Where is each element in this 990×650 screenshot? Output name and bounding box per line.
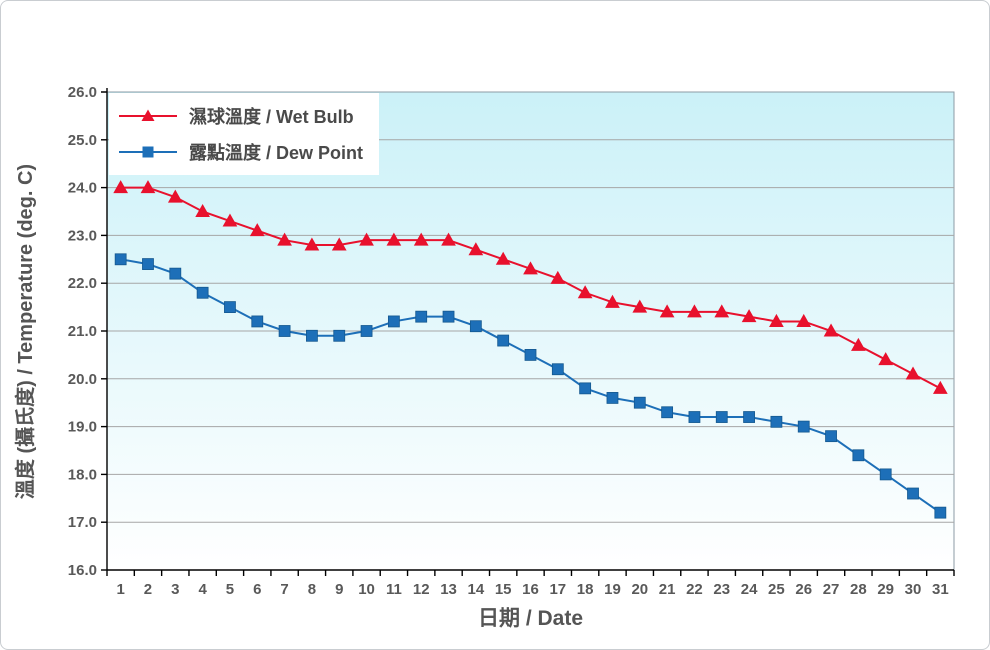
y-axis-title-container: 溫度 (攝氏度) / Temperature (deg. C) (3, 92, 45, 570)
svg-text:29: 29 (877, 581, 894, 598)
svg-text:22.0: 22.0 (68, 275, 97, 292)
svg-text:26: 26 (795, 581, 812, 598)
svg-text:21.0: 21.0 (68, 323, 97, 340)
svg-text:16: 16 (522, 581, 539, 598)
legend-item-wet-bulb: 濕球溫度 / Wet Bulb (117, 98, 363, 134)
svg-text:3: 3 (171, 581, 179, 598)
svg-text:25: 25 (768, 581, 785, 598)
legend: 濕球溫度 / Wet Bulb 露點溫度 / Dew Point (109, 93, 380, 175)
svg-text:5: 5 (226, 581, 234, 598)
svg-text:26.0: 26.0 (68, 84, 97, 101)
svg-text:13: 13 (440, 581, 457, 598)
svg-text:19: 19 (604, 581, 621, 598)
svg-text:17.0: 17.0 (68, 514, 97, 531)
svg-text:4: 4 (198, 581, 207, 598)
svg-text:19.0: 19.0 (68, 419, 97, 436)
svg-text:28: 28 (850, 581, 867, 598)
svg-text:25.0: 25.0 (68, 132, 97, 149)
svg-text:24: 24 (741, 581, 758, 598)
legend-item-dew-point: 露點溫度 / Dew Point (117, 134, 363, 170)
svg-text:27: 27 (823, 581, 840, 598)
x-axis-ticks: 1 2 3 4 5 6 7 8 9 10 11 12 13 14 15 16 17 18 19 20 21 22 23 24 2… (106, 570, 955, 598)
svg-text:23.0: 23.0 (68, 227, 97, 244)
svg-text:7: 7 (280, 581, 288, 598)
svg-text:18.0: 18.0 (68, 466, 97, 483)
svg-text:8: 8 (308, 581, 316, 598)
svg-text:24.0: 24.0 (68, 180, 97, 197)
svg-text:22: 22 (686, 581, 703, 598)
svg-text:14: 14 (468, 581, 485, 598)
legend-label-dew-point: 露點溫度 / Dew Point (189, 143, 364, 163)
svg-text:18: 18 (577, 581, 594, 598)
svg-text:10: 10 (358, 581, 375, 598)
svg-text:9: 9 (335, 581, 343, 598)
series-dew-point (114, 253, 947, 519)
svg-text:20.0: 20.0 (68, 371, 97, 388)
wet-bulb-marker-icon (119, 109, 177, 121)
x-axis-title: 日期 / Date (477, 607, 584, 630)
svg-text:21: 21 (659, 581, 676, 598)
y-axis-ticks: 16.0 17.0 18.0 19.0 20.0 21.0 22.0 23.0 24.0 25.0… (68, 84, 107, 579)
svg-text:6: 6 (253, 581, 261, 598)
svg-text:2: 2 (144, 581, 152, 598)
dew-point-marker-icon (119, 146, 177, 158)
series-wet-bulb (113, 180, 948, 394)
svg-text:11: 11 (386, 581, 402, 598)
svg-text:20: 20 (631, 581, 648, 598)
svg-text:1: 1 (116, 581, 124, 598)
y-axis-title: 溫度 (攝氏度) / Temperature (deg. C) (15, 163, 38, 499)
svg-text:16.0: 16.0 (68, 562, 97, 579)
svg-text:15: 15 (495, 581, 512, 598)
svg-text:12: 12 (413, 581, 430, 598)
legend-label-wet-bulb: 濕球溫度 / Wet Bulb (189, 107, 354, 127)
svg-text:31: 31 (932, 581, 949, 598)
svg-text:17: 17 (549, 581, 566, 598)
svg-text:30: 30 (905, 581, 922, 598)
svg-text:23: 23 (713, 581, 730, 598)
axes (106, 88, 954, 571)
